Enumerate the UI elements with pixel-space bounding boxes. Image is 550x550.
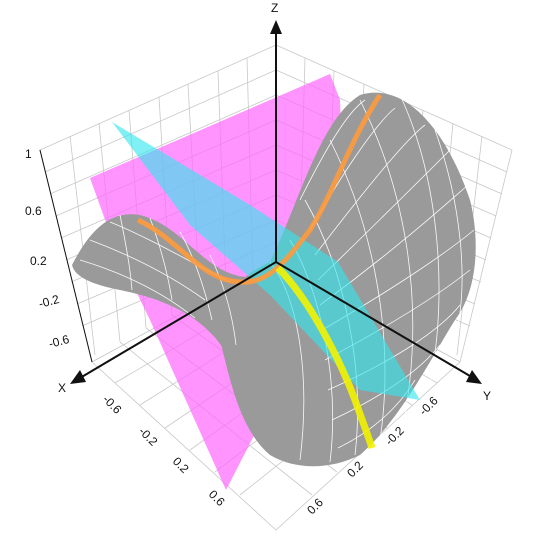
orange-intersection-curve xyxy=(136,93,383,285)
x-axis-arrow-icon xyxy=(70,370,86,384)
z-tick-labels: 1 0.6 0.2 -0.2 -0.6 xyxy=(25,147,71,351)
vertical-frame-line xyxy=(39,149,93,363)
x-axis-label: X xyxy=(58,381,66,395)
x-tick-label: 0.2 xyxy=(170,454,192,476)
yellow-intersection-curve xyxy=(275,265,376,450)
x-tick-label: 0.6 xyxy=(206,487,228,509)
z-tick-label: 0.2 xyxy=(30,254,47,268)
y-axis-line xyxy=(275,261,471,377)
cyan-plane xyxy=(112,122,420,400)
x-axis-line xyxy=(79,261,277,379)
x-tick-label: -0.6 xyxy=(100,392,125,417)
z-axis-label: Z xyxy=(271,1,278,15)
y-axis-arrow-icon xyxy=(466,370,482,384)
axes xyxy=(39,20,482,384)
z-tick-label: -0.2 xyxy=(37,292,61,311)
z-tick-label: 1 xyxy=(25,147,32,161)
z-tick-label: -0.6 xyxy=(47,332,71,351)
y-axis-label: Y xyxy=(483,389,491,403)
z-tick-label: 0.6 xyxy=(25,204,42,218)
z-axis-arrow-icon xyxy=(270,20,282,34)
saddle-surface-left-lobe xyxy=(72,214,285,360)
x-tick-label: -0.2 xyxy=(136,424,161,449)
